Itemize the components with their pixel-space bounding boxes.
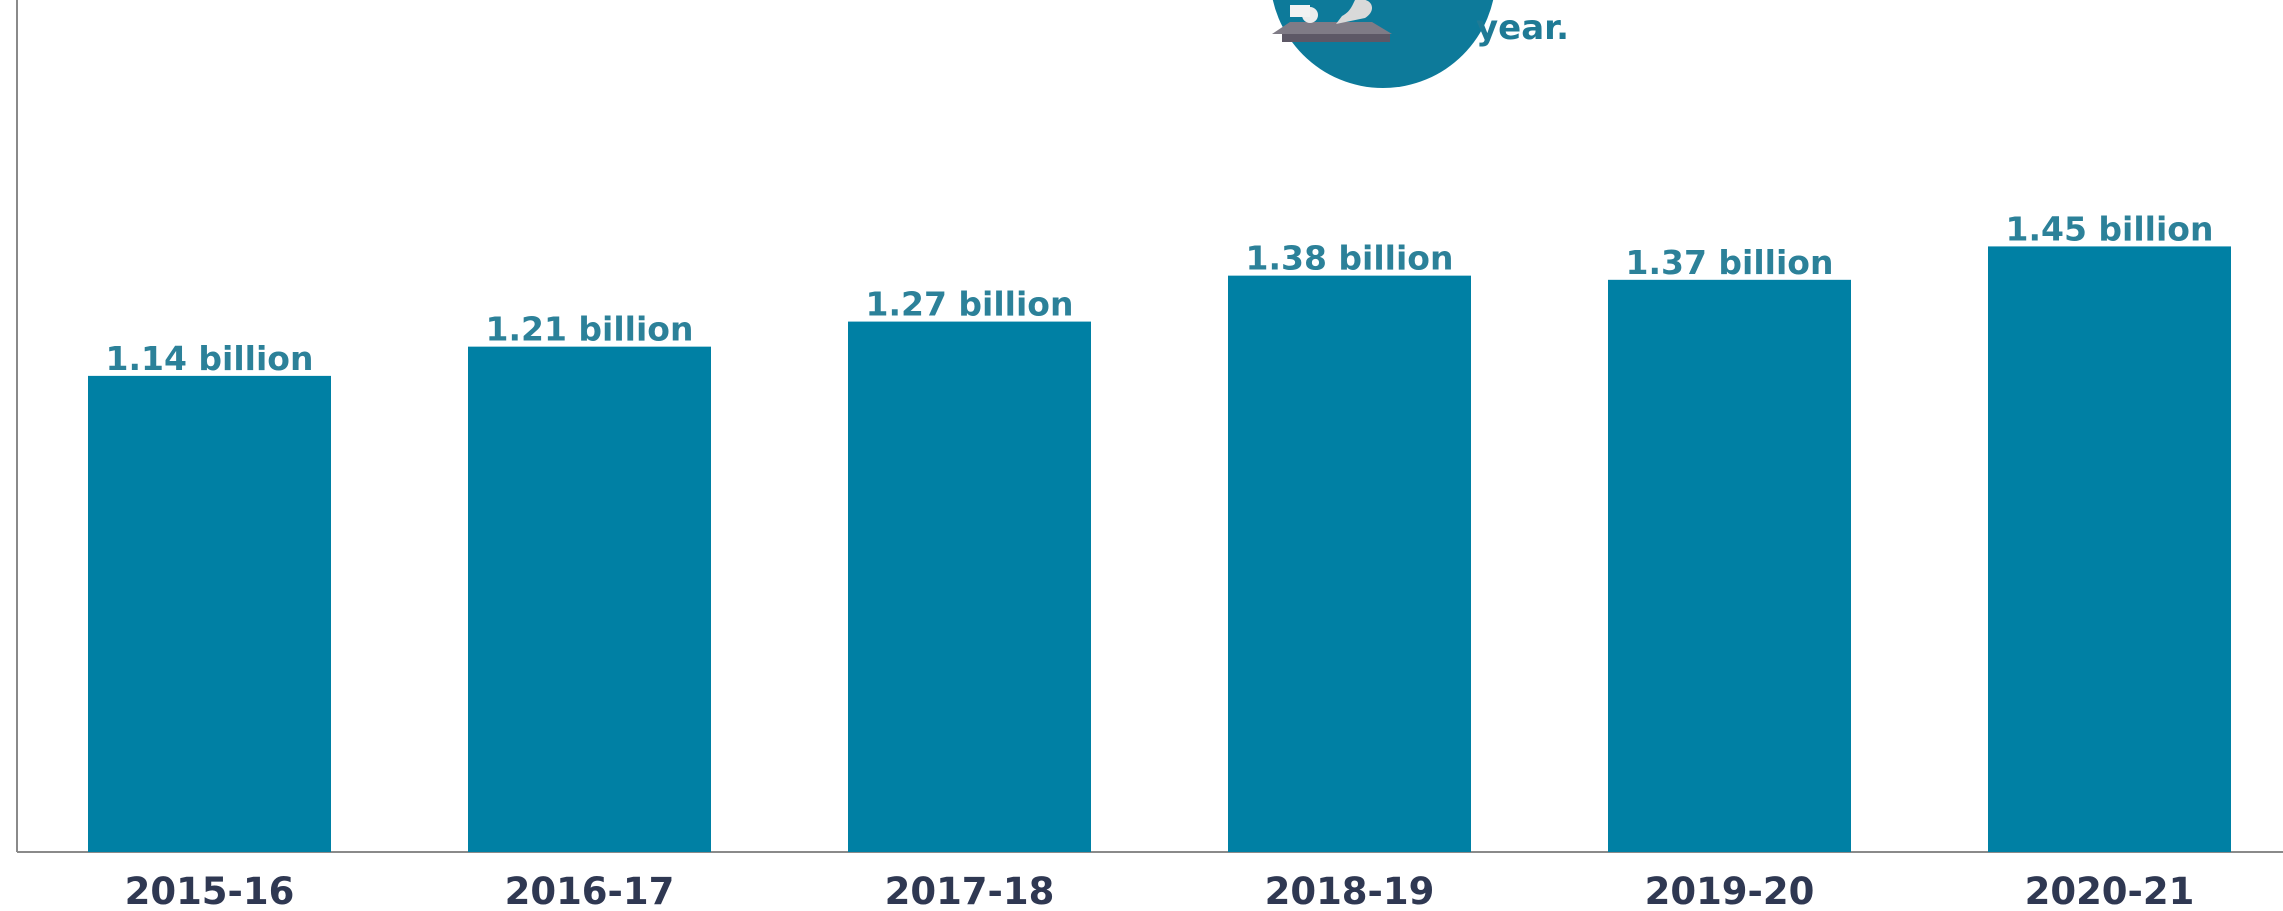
value-label-2016-17: 1.21 billion <box>486 310 694 349</box>
value-label-2020-21: 1.45 billion <box>2006 209 2214 248</box>
category-labels-group: 2015-16 2016-17 2017-18 2018-19 2019-20 2020-… <box>125 870 2195 911</box>
bar-2018-19 <box>1228 275 1471 852</box>
value-label-2019-20: 1.37 billion <box>1626 243 1834 282</box>
category-label-2020-21: 2020-21 <box>2025 870 2195 911</box>
category-label-2017-18: 2017-18 <box>885 870 1055 911</box>
category-label-2019-20: 2019-20 <box>1645 870 1815 911</box>
bar-2016-17 <box>468 346 711 852</box>
bar-2017-18 <box>848 321 1091 852</box>
badge-circle <box>1272 0 1494 88</box>
bar-2019-20 <box>1608 279 1851 853</box>
category-label-2018-19: 2018-19 <box>1265 870 1435 911</box>
bars-group <box>88 246 2231 853</box>
category-label-2016-17: 2016-17 <box>505 870 675 911</box>
value-label-2018-19: 1.38 billion <box>1246 239 1454 278</box>
header-text: year. <box>1476 8 1569 48</box>
value-labels-group: 1.14 billion 1.21 billion 1.27 billion 1.38… <box>106 209 2214 377</box>
value-label-2017-18: 1.27 billion <box>866 285 1074 324</box>
category-label-2015-16: 2015-16 <box>125 870 295 911</box>
value-label-2015-16: 1.14 billion <box>106 339 314 378</box>
bar-2015-16 <box>88 375 331 852</box>
award-badge <box>1272 0 1494 88</box>
award-icon <box>1272 0 1392 42</box>
bar-2020-21 <box>1988 246 2231 853</box>
